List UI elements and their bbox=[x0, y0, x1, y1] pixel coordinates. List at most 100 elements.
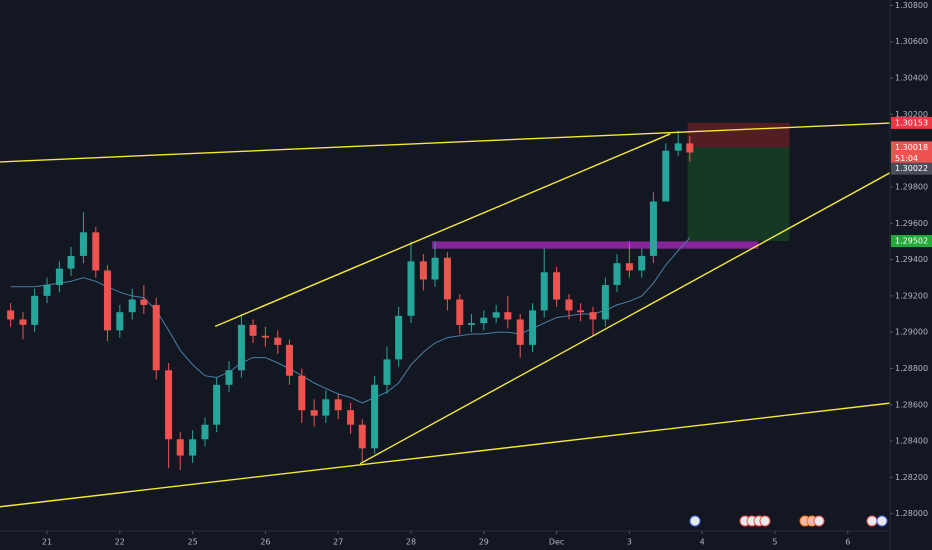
y-tick-label: 1.30800 bbox=[895, 1, 928, 10]
candle-body bbox=[492, 312, 500, 318]
candle-body bbox=[504, 312, 512, 320]
candle-body bbox=[347, 410, 355, 425]
y-tick-label: 1.30200 bbox=[895, 110, 928, 119]
y-tick-label: 1.28800 bbox=[895, 364, 928, 373]
candle-body bbox=[613, 263, 621, 285]
candle-body bbox=[19, 319, 27, 325]
x-tick-label: 28 bbox=[406, 538, 416, 547]
candle-body bbox=[79, 232, 87, 256]
candle-body bbox=[225, 370, 233, 385]
candle-body bbox=[358, 424, 366, 449]
x-tick-label: 29 bbox=[479, 538, 489, 547]
candle-body bbox=[43, 284, 51, 296]
x-tick-label: Dec bbox=[549, 538, 564, 547]
price-label-box bbox=[891, 116, 932, 129]
x-tick-label: 27 bbox=[333, 538, 343, 547]
x-tick-label: 5 bbox=[772, 538, 777, 547]
candle-body bbox=[7, 310, 15, 320]
x-tick-label: 26 bbox=[260, 538, 270, 547]
x-tick-label: 4 bbox=[700, 538, 705, 547]
candle-body bbox=[419, 261, 427, 280]
candle-body bbox=[407, 261, 415, 316]
candle-body bbox=[383, 359, 391, 385]
candle-body bbox=[467, 323, 475, 325]
candle-body bbox=[298, 375, 306, 411]
candle-body bbox=[310, 410, 318, 416]
target-zone bbox=[687, 147, 790, 242]
trendline bbox=[0, 402, 891, 508]
candle-body bbox=[201, 424, 209, 440]
candle-body bbox=[649, 201, 657, 256]
candle-body bbox=[480, 317, 488, 324]
candle-body bbox=[395, 315, 403, 360]
plot-area bbox=[0, 122, 891, 508]
y-tick-label: 1.30600 bbox=[895, 37, 928, 46]
x-tick-label: 22 bbox=[115, 538, 125, 547]
candle-body bbox=[213, 384, 221, 425]
candle-body bbox=[540, 272, 548, 311]
trendline bbox=[214, 133, 671, 327]
countdown: 51:04 bbox=[895, 154, 918, 163]
candle-body bbox=[625, 263, 633, 271]
x-tick-label: 3 bbox=[627, 538, 632, 547]
price-label-box bbox=[891, 235, 932, 248]
moving-average bbox=[10, 237, 691, 404]
event-icon bbox=[689, 515, 701, 527]
event-icons bbox=[689, 515, 888, 527]
candle-body bbox=[638, 255, 646, 271]
candle-body bbox=[589, 312, 597, 320]
candle-body bbox=[152, 304, 160, 371]
candle-body bbox=[176, 439, 184, 456]
candle-body bbox=[431, 257, 439, 280]
trendline bbox=[0, 122, 891, 163]
candle-body bbox=[565, 299, 573, 311]
candle-body bbox=[516, 319, 524, 345]
candle-body bbox=[456, 299, 464, 325]
candle-body bbox=[371, 384, 379, 449]
candle-body bbox=[165, 370, 173, 440]
candle-body bbox=[237, 324, 245, 371]
price-label-box bbox=[891, 162, 932, 175]
candle-body bbox=[443, 257, 451, 300]
y-tick-label: 1.28000 bbox=[895, 509, 928, 518]
y-tick-label: 1.28200 bbox=[895, 473, 928, 482]
event-icon bbox=[759, 515, 771, 527]
candle-body bbox=[553, 272, 561, 300]
candle-body bbox=[601, 284, 609, 320]
candle-body bbox=[674, 143, 682, 151]
candle-body bbox=[128, 299, 136, 313]
candle-body bbox=[189, 439, 197, 456]
trendline bbox=[359, 172, 891, 465]
stop-zone bbox=[687, 122, 790, 148]
candle-body bbox=[140, 299, 148, 305]
candle-body bbox=[92, 232, 100, 271]
candle-body bbox=[55, 268, 63, 285]
event-icon bbox=[866, 515, 878, 527]
y-tick-label: 1.30400 bbox=[895, 74, 928, 83]
y-tick-label: 1.29000 bbox=[895, 328, 928, 337]
price-label: 1.30153 bbox=[895, 118, 928, 127]
candle-body bbox=[529, 310, 537, 345]
candle-body bbox=[686, 143, 694, 153]
candle-body bbox=[322, 399, 330, 416]
candle-body bbox=[261, 335, 269, 338]
candle-body bbox=[31, 295, 39, 325]
y-tick-label: 1.28400 bbox=[895, 437, 928, 446]
x-tick-label: 25 bbox=[188, 538, 198, 547]
candle-body bbox=[249, 324, 257, 336]
supply-zone bbox=[432, 241, 759, 249]
candle-body bbox=[577, 310, 585, 313]
price-label: 1.29502 bbox=[895, 237, 928, 246]
candle-body bbox=[334, 399, 342, 411]
event-icon bbox=[813, 515, 825, 527]
candle-body bbox=[67, 255, 75, 269]
event-icon bbox=[876, 515, 888, 527]
y-tick-label: 1.29400 bbox=[895, 255, 928, 264]
candle-body bbox=[116, 312, 124, 331]
x-tick-label: 6 bbox=[845, 538, 850, 547]
price-label: 1.30018 bbox=[895, 143, 928, 152]
x-tick-label: 21 bbox=[42, 538, 52, 547]
price-label-box bbox=[891, 141, 932, 164]
candle-body bbox=[103, 270, 111, 331]
